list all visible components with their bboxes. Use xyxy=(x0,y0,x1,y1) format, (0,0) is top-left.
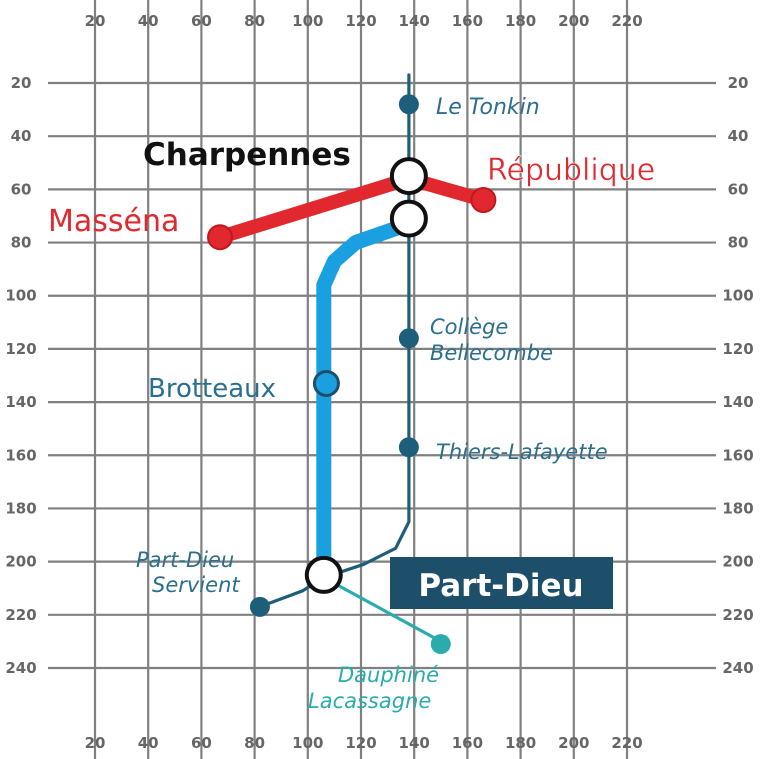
y-tick-label-right: 100 xyxy=(722,287,753,305)
y-tick-label-right: 140 xyxy=(722,393,753,411)
label-college-line2: Bellecombe xyxy=(430,341,553,365)
y-tick-label-left: 20 xyxy=(11,74,32,92)
station-markers xyxy=(207,94,497,655)
x-tick-label-bottom: 180 xyxy=(505,734,536,752)
tram-line-dark-teal xyxy=(258,73,411,609)
tram-line-light-teal xyxy=(322,575,443,644)
part-dieu-badge: Part-Dieu xyxy=(390,557,613,609)
label-part-dieu: Part-Dieu xyxy=(418,568,583,604)
x-tick-label-bottom: 220 xyxy=(611,734,642,752)
y-tick-label-left: 220 xyxy=(5,606,36,624)
label-servient-line1: Part-Dieu xyxy=(136,548,234,572)
x-tick-label-bottom: 100 xyxy=(292,734,323,752)
label-thiers-lafayette: Thiers-Lafayette xyxy=(436,440,608,464)
x-tick-label-top: 200 xyxy=(558,12,589,30)
x-tick-label-top: 160 xyxy=(452,12,483,30)
y-tick-label-left: 200 xyxy=(5,553,36,571)
x-tick-label-bottom: 120 xyxy=(345,734,376,752)
station-labels: Le Tonkin Charpennes République Masséna … xyxy=(48,95,656,713)
label-republique: République xyxy=(487,153,655,188)
y-tick-label-left: 80 xyxy=(11,234,32,252)
x-tick-label-top: 120 xyxy=(345,12,376,30)
y-tick-label-right: 60 xyxy=(728,180,749,198)
x-tick-label-bottom: 60 xyxy=(191,734,212,752)
x-tick-label-bottom: 20 xyxy=(85,734,106,752)
station-marker-part-dieu xyxy=(304,555,343,594)
station-marker-charpennes xyxy=(389,199,428,238)
label-college-line1: Collège xyxy=(430,315,508,339)
x-tick-label-top: 140 xyxy=(399,12,430,30)
y-tick-label-left: 180 xyxy=(5,499,36,517)
y-tick-label-left: 140 xyxy=(5,393,36,411)
x-tick-label-bottom: 80 xyxy=(244,734,265,752)
y-tick-label-left: 60 xyxy=(11,180,32,198)
label-dauphine-line1: Dauphiné xyxy=(338,663,439,687)
y-tick-label-right: 180 xyxy=(722,499,753,517)
station-marker-charpennes xyxy=(389,157,428,196)
x-tick-label-bottom: 160 xyxy=(452,734,483,752)
station-marker-thiers-lafayette xyxy=(398,437,419,458)
part-dieu-badge-bg xyxy=(390,557,613,609)
station-marker-dauphine-lacassagne xyxy=(430,634,451,655)
metro-line-blue xyxy=(316,216,417,586)
x-tick-label-top: 100 xyxy=(292,12,323,30)
x-tick-label-top: 20 xyxy=(85,12,106,30)
y-tick-label-right: 80 xyxy=(728,234,749,252)
y-tick-label-right: 40 xyxy=(728,127,749,145)
x-tick-label-top: 80 xyxy=(244,12,265,30)
y-tick-label-left: 160 xyxy=(5,446,36,464)
y-tick-label-left: 120 xyxy=(5,340,36,358)
station-marker-republique xyxy=(470,187,497,213)
y-tick-label-right: 160 xyxy=(722,446,753,464)
y-tick-label-right: 120 xyxy=(722,340,753,358)
label-dauphine-line2: Lacassagne xyxy=(308,689,431,713)
label-servient-line2: Servient xyxy=(152,573,240,597)
station-marker-part-dieu-servient xyxy=(249,596,270,617)
x-tick-label-top: 220 xyxy=(611,12,642,30)
label-charpennes: Charpennes xyxy=(143,137,351,173)
label-massena: Masséna xyxy=(48,204,179,239)
y-tick-label-right: 20 xyxy=(728,74,749,92)
x-tick-label-bottom: 140 xyxy=(399,734,430,752)
y-tick-label-left: 100 xyxy=(5,287,36,305)
station-marker-brotteaux xyxy=(312,369,340,397)
y-tick-label-right: 200 xyxy=(722,553,753,571)
station-marker-le-tonkin xyxy=(398,94,419,115)
y-tick-label-right: 220 xyxy=(722,606,753,624)
x-tick-label-top: 60 xyxy=(191,12,212,30)
x-tick-label-bottom: 40 xyxy=(138,734,159,752)
y-tick-label-right: 240 xyxy=(722,659,753,677)
y-tick-label-left: 240 xyxy=(5,659,36,677)
x-tick-label-top: 180 xyxy=(505,12,536,30)
metro-line-red xyxy=(213,171,491,245)
x-tick-label-bottom: 200 xyxy=(558,734,589,752)
station-marker-college-bellecombe xyxy=(398,328,419,349)
y-tick-label-left: 40 xyxy=(11,127,32,145)
grid-tick-labels: 20 20 40 40 60 60 80 80 100 100 120 120 140 140 160 160… xyxy=(5,12,753,752)
label-brotteaux: Brotteaux xyxy=(148,374,276,404)
station-marker-massena xyxy=(207,224,234,251)
x-tick-label-top: 40 xyxy=(138,12,159,30)
label-le-tonkin: Le Tonkin xyxy=(436,95,540,120)
